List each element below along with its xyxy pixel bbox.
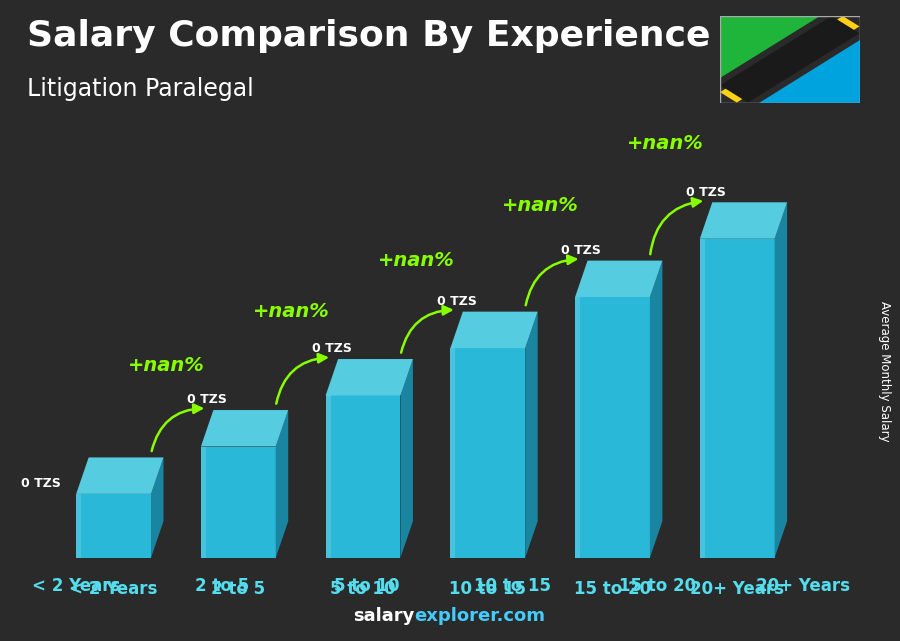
Text: Litigation Paralegal: Litigation Paralegal	[27, 77, 254, 101]
Polygon shape	[450, 348, 526, 558]
Text: Average Monthly Salary: Average Monthly Salary	[878, 301, 890, 442]
Text: 0 TZS: 0 TZS	[22, 478, 61, 490]
Polygon shape	[450, 348, 455, 558]
Polygon shape	[700, 238, 775, 558]
Text: 20+ Years: 20+ Years	[756, 577, 850, 595]
Polygon shape	[400, 359, 413, 558]
Text: 15 to 20: 15 to 20	[574, 579, 651, 597]
Polygon shape	[326, 359, 413, 395]
Polygon shape	[720, 16, 859, 103]
Text: 15 to 20: 15 to 20	[619, 577, 696, 595]
Text: < 2 Years: < 2 Years	[69, 579, 158, 597]
Text: 10 to 15: 10 to 15	[449, 579, 526, 597]
Text: 5 to 10: 5 to 10	[330, 579, 396, 597]
Polygon shape	[151, 458, 164, 558]
Polygon shape	[201, 447, 275, 558]
Polygon shape	[775, 203, 788, 558]
Polygon shape	[720, 16, 859, 103]
Polygon shape	[650, 261, 662, 558]
Polygon shape	[76, 494, 151, 558]
Text: Salary Comparison By Experience: Salary Comparison By Experience	[27, 19, 710, 53]
Text: explorer.com: explorer.com	[414, 607, 545, 625]
Polygon shape	[759, 40, 859, 103]
Text: 0 TZS: 0 TZS	[187, 394, 227, 406]
Polygon shape	[275, 410, 288, 558]
Polygon shape	[575, 297, 580, 558]
Polygon shape	[76, 458, 164, 494]
Text: +nan%: +nan%	[502, 196, 580, 215]
Polygon shape	[201, 410, 288, 447]
Polygon shape	[575, 297, 650, 558]
Text: +nan%: +nan%	[128, 356, 205, 376]
Polygon shape	[76, 494, 81, 558]
Polygon shape	[201, 447, 206, 558]
Text: 20+ Years: 20+ Years	[690, 579, 784, 597]
Polygon shape	[700, 203, 788, 238]
Text: 0 TZS: 0 TZS	[312, 342, 352, 355]
Text: +nan%: +nan%	[627, 134, 704, 153]
Text: < 2 Years: < 2 Years	[32, 577, 121, 595]
Text: 0 TZS: 0 TZS	[686, 186, 726, 199]
Polygon shape	[526, 312, 537, 558]
Text: 5 to 10: 5 to 10	[334, 577, 400, 595]
Polygon shape	[700, 238, 705, 558]
Text: 0 TZS: 0 TZS	[436, 295, 476, 308]
Polygon shape	[720, 16, 821, 78]
Polygon shape	[326, 395, 330, 558]
Text: 10 to 15: 10 to 15	[473, 577, 551, 595]
Text: 2 to 5: 2 to 5	[212, 579, 266, 597]
Text: 2 to 5: 2 to 5	[194, 577, 249, 595]
Text: 0 TZS: 0 TZS	[562, 244, 601, 257]
Text: +nan%: +nan%	[378, 251, 454, 270]
Polygon shape	[450, 312, 537, 348]
Text: +nan%: +nan%	[253, 302, 329, 320]
Polygon shape	[326, 395, 400, 558]
Polygon shape	[575, 261, 662, 297]
Text: salary: salary	[353, 607, 414, 625]
